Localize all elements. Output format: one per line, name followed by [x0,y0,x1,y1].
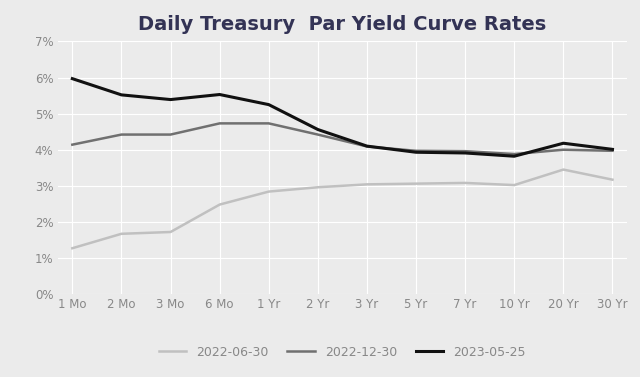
2022-06-30 [559,167,567,172]
2023-05-25 [314,127,322,132]
2022-06-30 [314,185,322,190]
2023-05-25 [118,93,125,97]
2022-12-30 [166,132,174,137]
2022-12-30 [412,149,420,153]
2022-06-30 [363,182,371,187]
2022-06-30 [216,202,223,207]
2022-12-30 [314,132,322,137]
2022-12-30 [559,147,567,152]
2022-12-30 [363,144,371,149]
2022-06-30 [511,183,518,187]
2022-06-30 [609,178,616,182]
Line: 2022-12-30: 2022-12-30 [72,123,612,154]
2022-12-30 [461,149,469,153]
2022-12-30 [511,152,518,156]
2023-05-25 [216,92,223,97]
2022-06-30 [118,231,125,236]
2023-05-25 [461,151,469,155]
Legend: 2022-06-30, 2022-12-30, 2023-05-25: 2022-06-30, 2022-12-30, 2023-05-25 [154,341,531,364]
2023-05-25 [68,77,76,81]
Title: Daily Treasury  Par Yield Curve Rates: Daily Treasury Par Yield Curve Rates [138,15,547,34]
2022-06-30 [265,189,273,194]
2022-12-30 [609,149,616,153]
Line: 2023-05-25: 2023-05-25 [72,79,612,156]
2023-05-25 [511,154,518,158]
2023-05-25 [166,97,174,102]
2022-06-30 [461,181,469,185]
2022-12-30 [265,121,273,126]
2022-06-30 [412,181,420,186]
2022-12-30 [118,132,125,137]
Line: 2022-06-30: 2022-06-30 [72,170,612,248]
2023-05-25 [412,150,420,155]
2023-05-25 [265,103,273,107]
2022-06-30 [68,246,76,250]
2023-05-25 [559,141,567,146]
2023-05-25 [609,147,616,152]
2023-05-25 [363,144,371,149]
2022-12-30 [216,121,223,126]
2022-06-30 [166,230,174,234]
2022-12-30 [68,143,76,147]
